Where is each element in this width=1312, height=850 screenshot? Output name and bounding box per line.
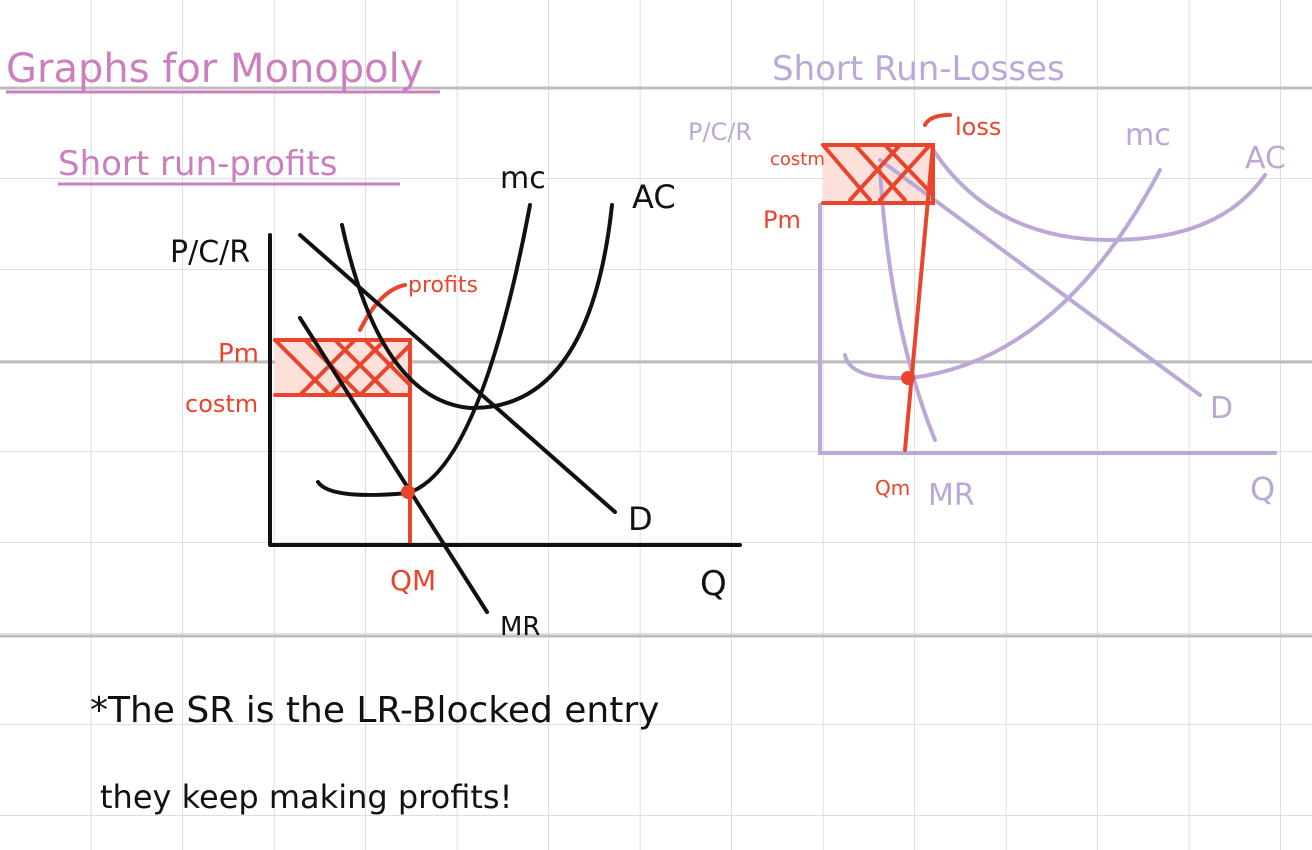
page-title: Graphs for Monopoly [6,46,423,92]
loss-label: loss [955,113,1001,141]
cost-label: costm [185,390,258,418]
axes [268,233,742,547]
mr-curve [298,316,489,614]
profit-pointer [358,283,407,332]
ac-curve [340,203,614,411]
mr-curve [878,168,937,442]
price-label: Pm [218,339,259,369]
loss-box [821,113,952,452]
x-axis-label: Q [700,564,727,604]
quantity-label: Qm [875,476,910,500]
loss-area [823,145,933,203]
right-graph: Short Run-Losses P/C/R Q mc AC D MR Pm c… [688,49,1286,513]
mr-label: MR [500,612,541,642]
mc-label: mc [1125,118,1171,153]
mr-label: MR [928,478,975,513]
profit-label: profits [408,273,478,298]
note: they keep making profits! [100,778,512,816]
demand-label: D [628,500,653,538]
demand-label: D [1210,391,1233,426]
ac-label: AC [632,178,676,216]
axes [818,203,1277,455]
subtitle: Short run-profits [58,144,337,184]
y-axis-label: P/C/R [170,235,250,270]
equilibrium-point [401,485,415,499]
mc-curve [843,168,1162,381]
cost-label: costm [770,149,825,170]
price-label: Pm [763,206,801,234]
equilibrium-point [901,371,915,385]
mc-label: mc [500,161,546,196]
quantity-label: QM [390,564,436,597]
section-lines [0,86,1312,638]
ac-label: AC [1245,141,1286,176]
x-axis-label: Q [1250,470,1275,508]
subtitle: Short Run-Losses [772,49,1065,89]
note: *The SR is the LR-Blocked entry [90,690,659,731]
y-axis-label: P/C/R [688,118,752,146]
left-graph: Short run-profits P/C/R Q mc AC D MR Pm … [58,144,742,642]
demand-curve [298,233,617,514]
mc-curve [316,203,532,497]
ac-curve [928,143,1267,243]
